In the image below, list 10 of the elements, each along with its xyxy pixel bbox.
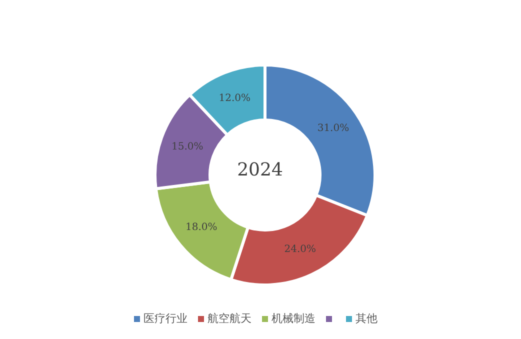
data-label: 18.0% [186, 222, 218, 234]
data-label: 12.0% [218, 92, 251, 104]
legend-label: 航空航天 [208, 312, 252, 325]
legend-label: 医疗行业 [144, 312, 188, 325]
data-label: 31.0% [317, 123, 350, 134]
text: 2024 [237, 160, 283, 180]
legend-label: 机械制造 [272, 312, 316, 325]
data-label: 24.0% [284, 244, 316, 256]
data-label: 15.0% [171, 142, 204, 153]
legend-label: 其他 [356, 312, 378, 325]
